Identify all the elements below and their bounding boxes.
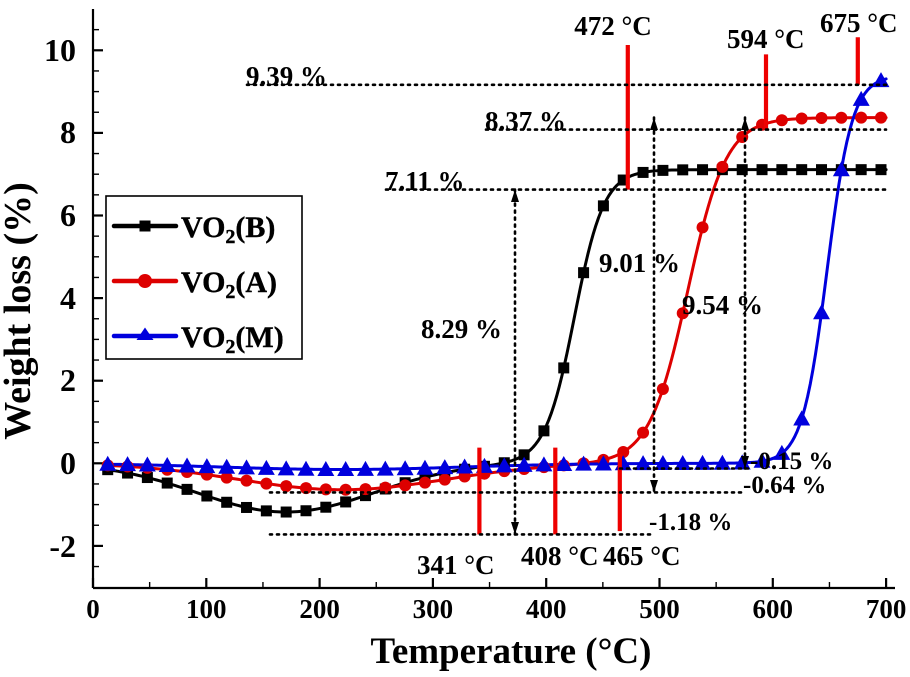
svg-text:200: 200	[299, 594, 340, 624]
svg-text:Temperature (°C): Temperature (°C)	[371, 631, 652, 672]
svg-text:9.39 %: 9.39 %	[246, 61, 327, 91]
svg-text:594 °C: 594 °C	[727, 24, 805, 54]
svg-text:-0.64 %: -0.64 %	[743, 472, 826, 499]
svg-text:500: 500	[639, 594, 680, 624]
svg-text:-1.18 %: -1.18 %	[649, 509, 732, 536]
svg-text:472 °C: 472 °C	[574, 11, 652, 41]
svg-text:400: 400	[526, 594, 567, 624]
svg-text:465 °C: 465 °C	[603, 541, 681, 571]
svg-text:0: 0	[60, 445, 76, 481]
svg-text:Weight loss (%): Weight loss (%)	[0, 182, 39, 440]
svg-text:0: 0	[86, 594, 100, 624]
svg-text:300: 300	[413, 594, 454, 624]
svg-text:9.54 %: 9.54 %	[682, 290, 763, 320]
svg-text:6: 6	[60, 197, 76, 233]
svg-text:8.29 %: 8.29 %	[421, 314, 502, 344]
svg-text:10: 10	[44, 32, 76, 68]
svg-text:600: 600	[753, 594, 794, 624]
svg-text:7.11 %: 7.11 %	[385, 166, 465, 196]
svg-text:-2: -2	[49, 528, 76, 564]
svg-text:2: 2	[60, 362, 76, 398]
svg-text:341 °C: 341 °C	[417, 550, 495, 580]
svg-text:-0.15 %: -0.15 %	[750, 448, 833, 475]
svg-text:700: 700	[866, 594, 907, 624]
svg-text:4: 4	[60, 280, 76, 316]
svg-text:408 °C: 408 °C	[521, 541, 599, 571]
svg-text:100: 100	[186, 594, 227, 624]
svg-text:675 °C: 675 °C	[820, 8, 898, 38]
svg-text:8.37 %: 8.37 %	[485, 106, 566, 136]
svg-text:8: 8	[60, 114, 76, 150]
svg-text:9.01 %: 9.01 %	[599, 248, 680, 278]
